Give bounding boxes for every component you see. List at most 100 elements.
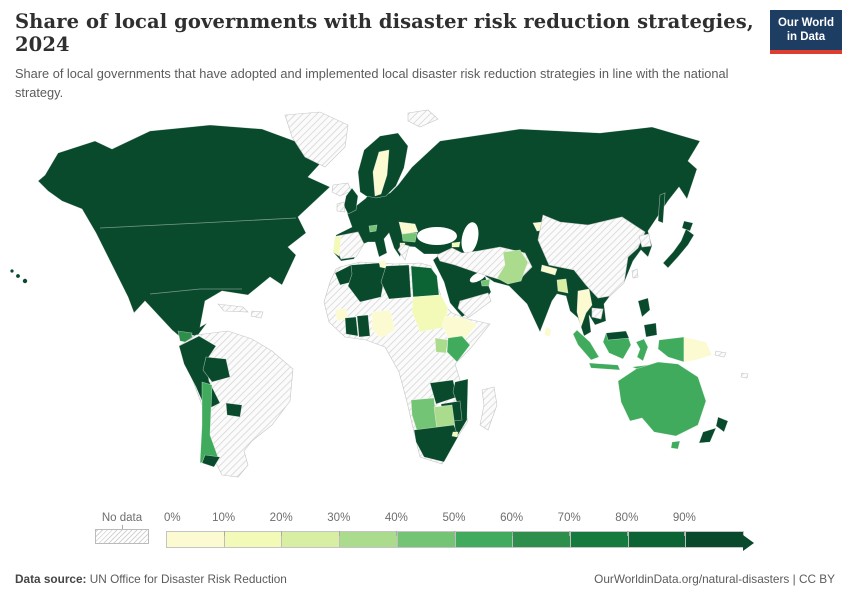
legend-tick (281, 531, 283, 536)
country-new-zealand-south[interactable] (698, 427, 717, 444)
country-libya[interactable] (380, 264, 412, 300)
legend-segment (223, 532, 282, 547)
country-tunisia[interactable] (378, 259, 387, 269)
legend-tick (338, 531, 340, 536)
country-nepal[interactable] (540, 264, 558, 276)
legend-scale: 0% 10% 20% 30% 40% 50% 60% 70% 80% 90% (164, 512, 754, 552)
legend-tick-label: 60% (500, 512, 524, 524)
country-georgia[interactable] (451, 241, 461, 248)
country-bulgaria[interactable] (401, 232, 418, 243)
hawaii-island (22, 278, 28, 284)
country-indonesia-papua[interactable] (657, 336, 685, 363)
country-chile-south[interactable] (201, 454, 221, 468)
legend-no-data: No data (95, 512, 149, 544)
legend-tick (454, 531, 455, 536)
legend-tick (626, 531, 628, 536)
country-egypt[interactable] (410, 265, 440, 298)
owid-logo-line2: in Data (786, 31, 826, 44)
country-indonesia-java[interactable] (588, 362, 621, 371)
country-madagascar[interactable] (479, 386, 498, 431)
country-australia[interactable] (617, 361, 707, 437)
world-choropleth-map (0, 105, 850, 505)
country-bangladesh[interactable] (556, 278, 569, 294)
legend-segment (454, 532, 513, 547)
legend-tick (684, 531, 686, 536)
country-uae[interactable] (480, 278, 491, 287)
owid-logo[interactable]: Our World in Data (769, 10, 842, 54)
country-bolivia[interactable] (202, 356, 231, 383)
country-philippines-mindanao[interactable] (643, 322, 658, 338)
country-indonesia-sumatra[interactable] (572, 329, 600, 361)
country-japan-hokkaido[interactable] (681, 220, 694, 232)
country-fiji[interactable] (740, 372, 749, 379)
legend-tick-label: 10% (212, 512, 236, 524)
country-greece[interactable] (397, 243, 410, 261)
legend-tick-label: 50% (442, 512, 466, 524)
country-haiti[interactable] (250, 310, 264, 319)
country-new-zealand-north[interactable] (715, 416, 729, 433)
legend-tick (223, 531, 225, 536)
country-japan-honshu[interactable] (662, 228, 695, 269)
country-cambodia[interactable] (591, 307, 604, 320)
country-south-africa[interactable] (413, 424, 459, 463)
country-kenya[interactable] (446, 335, 471, 363)
legend-tick (511, 531, 513, 536)
hawaii-island (10, 269, 14, 273)
hawaii-island (16, 274, 20, 278)
legend-tick-label: 30% (327, 512, 351, 524)
region-yemen-oman[interactable] (457, 292, 492, 319)
country-taiwan[interactable] (631, 268, 639, 279)
legend-segment (512, 532, 570, 547)
country-cote-divoire[interactable] (344, 316, 359, 337)
legend-no-data-swatch (95, 529, 149, 544)
country-portugal[interactable] (332, 235, 342, 257)
border-us-canada (99, 217, 297, 229)
svalbard[interactable] (407, 109, 439, 128)
country-sweden[interactable] (372, 149, 390, 197)
border-us-mexico (149, 288, 242, 295)
country-indonesia-sulawesi[interactable] (635, 338, 649, 362)
country-romania[interactable] (398, 221, 419, 235)
country-iceland[interactable] (331, 182, 352, 197)
country-thailand[interactable] (576, 288, 593, 329)
owid-logo-line1: Our World (777, 17, 834, 29)
legend-segment (627, 532, 686, 547)
country-sri-lanka[interactable] (543, 326, 552, 338)
legend-tick-label: 70% (557, 512, 581, 524)
country-nigeria[interactable] (371, 309, 396, 339)
country-switzerland[interactable] (368, 224, 378, 233)
country-eswatini[interactable] (451, 431, 459, 438)
country-ghana[interactable] (356, 314, 371, 338)
country-united-states[interactable] (37, 124, 331, 343)
legend-color-bar (166, 531, 744, 548)
legend-segment (569, 532, 628, 547)
country-botswana[interactable] (433, 404, 456, 431)
country-greenland[interactable] (284, 111, 349, 168)
legend-arrow-tip (743, 534, 754, 551)
legend-no-data-tick (121, 525, 123, 529)
caspian-sea (461, 222, 479, 254)
country-pakistan[interactable] (496, 249, 529, 285)
country-north-korea[interactable] (638, 233, 652, 248)
map-legend: No data 0% 10% 20% 30% 40% 50% 60% 70% 8… (0, 512, 850, 556)
country-papua-new-guinea[interactable] (683, 336, 713, 363)
legend-tick-label: 0% (164, 512, 181, 524)
country-uganda[interactable] (434, 337, 449, 354)
data-source: Data source: UN Office for Disaster Risk… (15, 572, 287, 586)
legend-no-data-label: No data (101, 512, 143, 524)
country-australia-tasmania[interactable] (670, 440, 681, 450)
country-ireland[interactable] (336, 201, 346, 213)
country-cuba[interactable] (217, 303, 249, 313)
legend-labels: 0% 10% 20% 30% 40% 50% 60% 70% 80% 90% (164, 512, 742, 527)
footer-link[interactable]: OurWorldinData.org/natural-disasters | C… (594, 572, 835, 586)
country-philippines-luzon[interactable] (637, 297, 651, 318)
legend-segment (281, 532, 340, 547)
country-china[interactable] (537, 214, 646, 299)
country-uruguay[interactable] (225, 402, 243, 418)
country-malaysia-borneo[interactable] (605, 330, 630, 341)
legend-segment (396, 532, 455, 547)
page-title: Share of local governments with disaster… (15, 10, 754, 57)
map-svg (10, 109, 749, 478)
country-solomon-islands[interactable] (714, 350, 727, 358)
sakhalin-island[interactable] (657, 192, 666, 224)
